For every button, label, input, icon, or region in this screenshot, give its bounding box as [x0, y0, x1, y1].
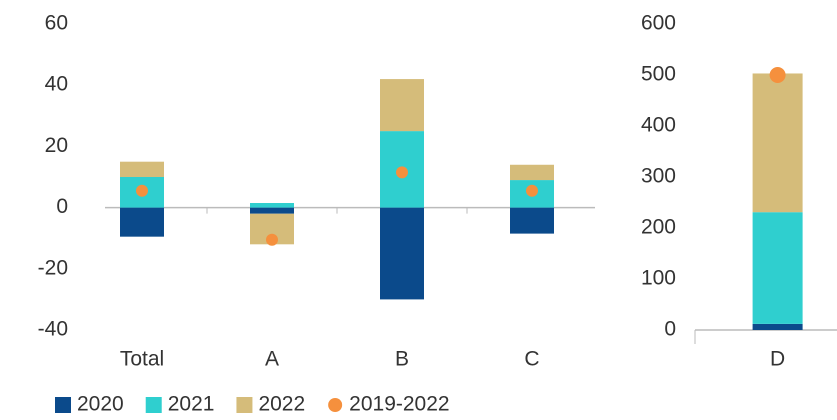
dot-marker	[769, 67, 786, 83]
bar-segment	[510, 164, 554, 181]
y-tick-label: 40	[45, 73, 68, 96]
bar-segment	[752, 73, 803, 213]
x-tick-label: B	[395, 348, 409, 371]
y-tick-label: -40	[38, 318, 68, 341]
y-tick-label: 200	[641, 216, 676, 239]
legend-swatch	[145, 397, 162, 413]
y-tick-label: -20	[38, 256, 68, 279]
legend-swatch	[236, 397, 253, 413]
x-tick-label: D	[770, 348, 785, 371]
bar-segment	[380, 79, 424, 132]
legend-label: 2020	[77, 393, 124, 416]
dot-marker	[266, 233, 278, 246]
y-tick-label: 60	[45, 12, 68, 35]
y-tick-label: 0	[664, 318, 676, 341]
legend-swatch	[328, 398, 343, 412]
bar-segment	[250, 203, 294, 208]
y-tick-label: 0	[56, 195, 68, 218]
dot-marker	[136, 184, 148, 197]
bar-segment	[510, 207, 554, 234]
bar-segment	[120, 161, 164, 177]
legend-swatch	[55, 397, 71, 413]
bar-segment	[752, 212, 803, 324]
bar-segment	[752, 323, 803, 330]
y-tick-label: 400	[641, 114, 676, 137]
x-tick-label: C	[524, 348, 539, 371]
dot-marker	[526, 184, 538, 197]
bar-segment	[250, 207, 294, 214]
legend-label: 2022	[258, 393, 305, 416]
legend-label: 2019-2022	[349, 393, 449, 416]
y-tick-label: 500	[641, 63, 676, 86]
bar-segment	[120, 207, 164, 237]
y-tick-label: 20	[45, 134, 68, 157]
y-tick-label: 600	[641, 12, 676, 35]
bar-segment	[380, 207, 424, 300]
y-tick-label: 100	[641, 267, 676, 290]
x-tick-label: Total	[120, 348, 164, 371]
y-tick-label: 300	[641, 165, 676, 188]
x-tick-label: A	[265, 348, 279, 371]
dot-marker	[396, 166, 408, 179]
legend-label: 2021	[168, 393, 215, 416]
